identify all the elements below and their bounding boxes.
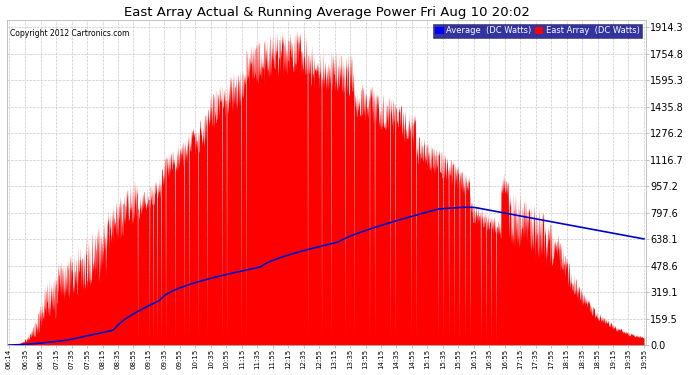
Text: Copyright 2012 Cartronics.com: Copyright 2012 Cartronics.com	[10, 30, 129, 39]
Legend: Average  (DC Watts), East Array  (DC Watts): Average (DC Watts), East Array (DC Watts…	[433, 24, 642, 38]
Title: East Array Actual & Running Average Power Fri Aug 10 20:02: East Array Actual & Running Average Powe…	[124, 6, 529, 18]
